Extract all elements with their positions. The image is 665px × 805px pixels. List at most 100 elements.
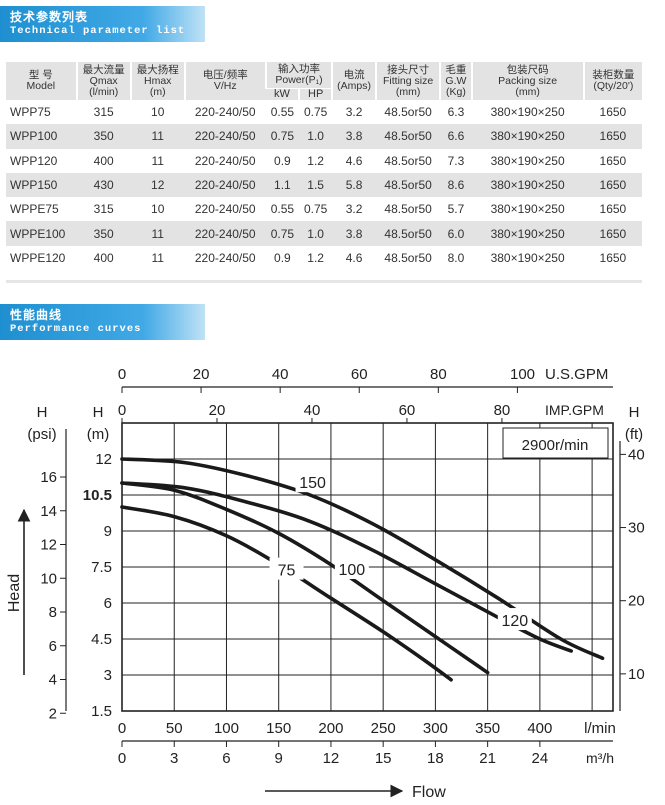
cell-hmax: 11 bbox=[130, 221, 185, 246]
curve-label-150: 150 bbox=[299, 475, 326, 492]
curves-banner-title-cn: 性能曲线 bbox=[10, 308, 63, 322]
x-tick-label-usgpm: 60 bbox=[351, 366, 368, 383]
curve-150 bbox=[120, 457, 605, 660]
curve-75 bbox=[120, 505, 453, 682]
table-row: WPPE100 350 11 220-240/50 0.75 1.0 3.8 48.5or50… bbox=[6, 221, 642, 246]
x-tick-label-usgpm: 20 bbox=[193, 366, 210, 383]
cell-hmax: 10 bbox=[151, 202, 165, 217]
y-tick-label-m: 7.5 bbox=[91, 559, 112, 576]
cell-fitting: 48.5or50 bbox=[375, 124, 441, 149]
curve-label-bg bbox=[497, 608, 532, 631]
y-tick-label-psi: 2 bbox=[49, 705, 57, 722]
x-tick-label-usgpm: 0 bbox=[118, 366, 126, 383]
x-tick-label-m3h: 24 bbox=[532, 750, 549, 767]
cell-hmax: 11 bbox=[130, 124, 185, 149]
col-current: 电流 (Amps) bbox=[331, 62, 376, 100]
cell-voltage: 220-240/50 bbox=[194, 202, 256, 217]
cell-model: WPPE120 bbox=[10, 250, 66, 265]
cell-gw: 6.6 bbox=[440, 124, 472, 149]
cell-packing: 380×190×250 bbox=[490, 153, 565, 168]
curve-label-bg bbox=[334, 557, 369, 579]
spec-section-banner: 技术参数列表 Technical parameter list bbox=[0, 6, 205, 42]
cell-gw: 7.3 bbox=[447, 153, 465, 168]
cell-model: WPPE75 bbox=[10, 202, 59, 217]
cell-qmax: 315 bbox=[93, 105, 114, 120]
cell-voltage: 220-240/50 bbox=[184, 221, 266, 246]
cell-kw: 1.1 bbox=[265, 172, 300, 198]
y-axis-title: Head bbox=[6, 574, 23, 612]
cell-model: WPPE100 bbox=[6, 221, 77, 246]
cell-qty: 1650 bbox=[599, 250, 627, 265]
x-tick-label-lmin: 400 bbox=[527, 720, 552, 737]
cell-kw: 0.9 bbox=[274, 250, 291, 265]
cell-voltage: 220-240/50 bbox=[184, 124, 266, 149]
curve-120 bbox=[120, 481, 574, 653]
x-tick-label-impgpm: 0 bbox=[118, 402, 126, 419]
cell-gw: 8.0 bbox=[447, 250, 465, 265]
x-tick-label-m3h: 21 bbox=[479, 750, 496, 767]
y-unit-m-h: H bbox=[93, 404, 104, 421]
x-tick-label-impgpm: 20 bbox=[209, 402, 226, 419]
cell-current: 3.2 bbox=[345, 202, 363, 217]
cell-qmax: 350 bbox=[76, 124, 131, 149]
x-tick-label-m3h: 3 bbox=[170, 750, 178, 767]
curves-banner-title-en: Performance curves bbox=[10, 323, 142, 335]
cell-gw: 6.3 bbox=[447, 105, 465, 120]
table-row: WPP120 400 11 220-240/50 0.9 1.2 4.6 48.5or50 7.… bbox=[6, 149, 642, 173]
x-unit-usgpm: U.S.GPM bbox=[545, 366, 608, 383]
col-hmax: 最大扬程 Hmax (m) bbox=[129, 62, 185, 100]
col-hp: HP bbox=[298, 88, 333, 100]
cell-qmax: 400 bbox=[93, 153, 114, 168]
cell-qty: 1650 bbox=[583, 124, 642, 149]
spec-table: 型 号 Model 最大流量 Qmax (l/min) 最大扬程 Hmax (m) 电压/… bbox=[6, 62, 642, 270]
x-tick-label-usgpm: 40 bbox=[272, 366, 289, 383]
y-tick-label-psi: 10 bbox=[40, 570, 57, 587]
cell-hp: 1.0 bbox=[299, 221, 333, 246]
cell-qmax: 430 bbox=[76, 172, 131, 198]
cell-hp: 1.2 bbox=[307, 250, 324, 265]
cell-hmax: 11 bbox=[151, 250, 164, 265]
x-tick-label-m3h: 12 bbox=[323, 750, 340, 767]
y-unit-ft: (ft) bbox=[625, 426, 643, 443]
x-axis-title: Flow bbox=[412, 784, 446, 801]
curve-label-100: 100 bbox=[338, 562, 365, 579]
x-tick-label-lmin: 200 bbox=[318, 720, 343, 737]
y-tick-label-m: 10.5 bbox=[83, 487, 112, 504]
cell-hp: 0.75 bbox=[303, 105, 328, 120]
col-fitting: 接头尺寸 Fitting size (mm) bbox=[374, 62, 441, 100]
y-tick-label-ft: 30 bbox=[628, 520, 645, 537]
y-unit-psi: (psi) bbox=[27, 426, 56, 443]
spec-banner-title-cn: 技术参数列表 bbox=[10, 10, 89, 24]
x-tick-label-m3h: 15 bbox=[375, 750, 392, 767]
x-tick-label-m3h: 18 bbox=[427, 750, 444, 767]
cell-fitting: 48.5or50 bbox=[384, 153, 432, 168]
cell-voltage: 220-240/50 bbox=[184, 172, 266, 198]
cell-packing: 380×190×250 bbox=[471, 124, 584, 149]
cell-packing: 380×190×250 bbox=[471, 221, 584, 246]
y-tick-label-m: 6 bbox=[104, 595, 112, 612]
col-kw: kW bbox=[265, 88, 300, 100]
speed-label: 2900r/min bbox=[522, 437, 589, 454]
y-tick-label-m: 3 bbox=[104, 667, 112, 684]
col-voltage: 电压/频率 V/Hz bbox=[183, 62, 266, 100]
cell-kw: 0.55 bbox=[270, 202, 295, 217]
curve-label-75: 75 bbox=[278, 563, 296, 580]
cell-voltage: 220-240/50 bbox=[194, 105, 256, 120]
x-unit-impgpm: IMP.GPM bbox=[545, 402, 604, 418]
cell-kw: 0.75 bbox=[265, 124, 300, 149]
x-tick-label-usgpm: 100 bbox=[510, 366, 535, 383]
cell-fitting: 48.5or50 bbox=[375, 221, 441, 246]
x-tick-label-m3h: 0 bbox=[118, 750, 126, 767]
x-tick-label-lmin: 150 bbox=[266, 720, 291, 737]
cell-model: WPP75 bbox=[10, 105, 51, 120]
col-gw: 毛重 G.W (Kg) bbox=[439, 62, 472, 100]
cell-qty: 1650 bbox=[599, 153, 627, 168]
table-row: WPPE75 315 10 220-240/50 0.55 0.75 3.2 48.5or50… bbox=[6, 197, 642, 221]
y-tick-label-ft: 40 bbox=[628, 446, 645, 463]
cell-model: WPP150 bbox=[6, 172, 77, 198]
cell-fitting: 48.5or50 bbox=[384, 105, 432, 120]
col-qmax: 最大流量 Qmax (l/min) bbox=[75, 62, 131, 100]
x-unit-m3h: m³/h bbox=[586, 750, 614, 766]
y-tick-label-psi: 4 bbox=[49, 672, 57, 689]
cell-gw: 8.6 bbox=[440, 172, 472, 198]
